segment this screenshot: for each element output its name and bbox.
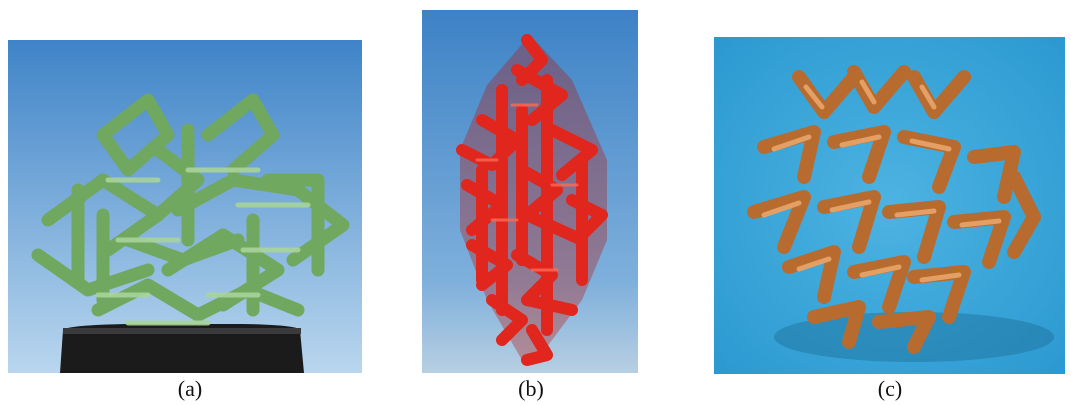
copper-lattice-photo: [714, 37, 1065, 374]
green-lattice-photo: [8, 40, 362, 373]
caption-a: (a): [177, 376, 203, 401]
photo-panel-a: [8, 40, 362, 373]
caption-c: (c): [877, 376, 903, 401]
photo-panel-c: [714, 37, 1065, 374]
red-lattice-photo: [422, 10, 638, 373]
caption-b: (b): [518, 376, 544, 401]
photo-panel-b: [422, 10, 638, 373]
